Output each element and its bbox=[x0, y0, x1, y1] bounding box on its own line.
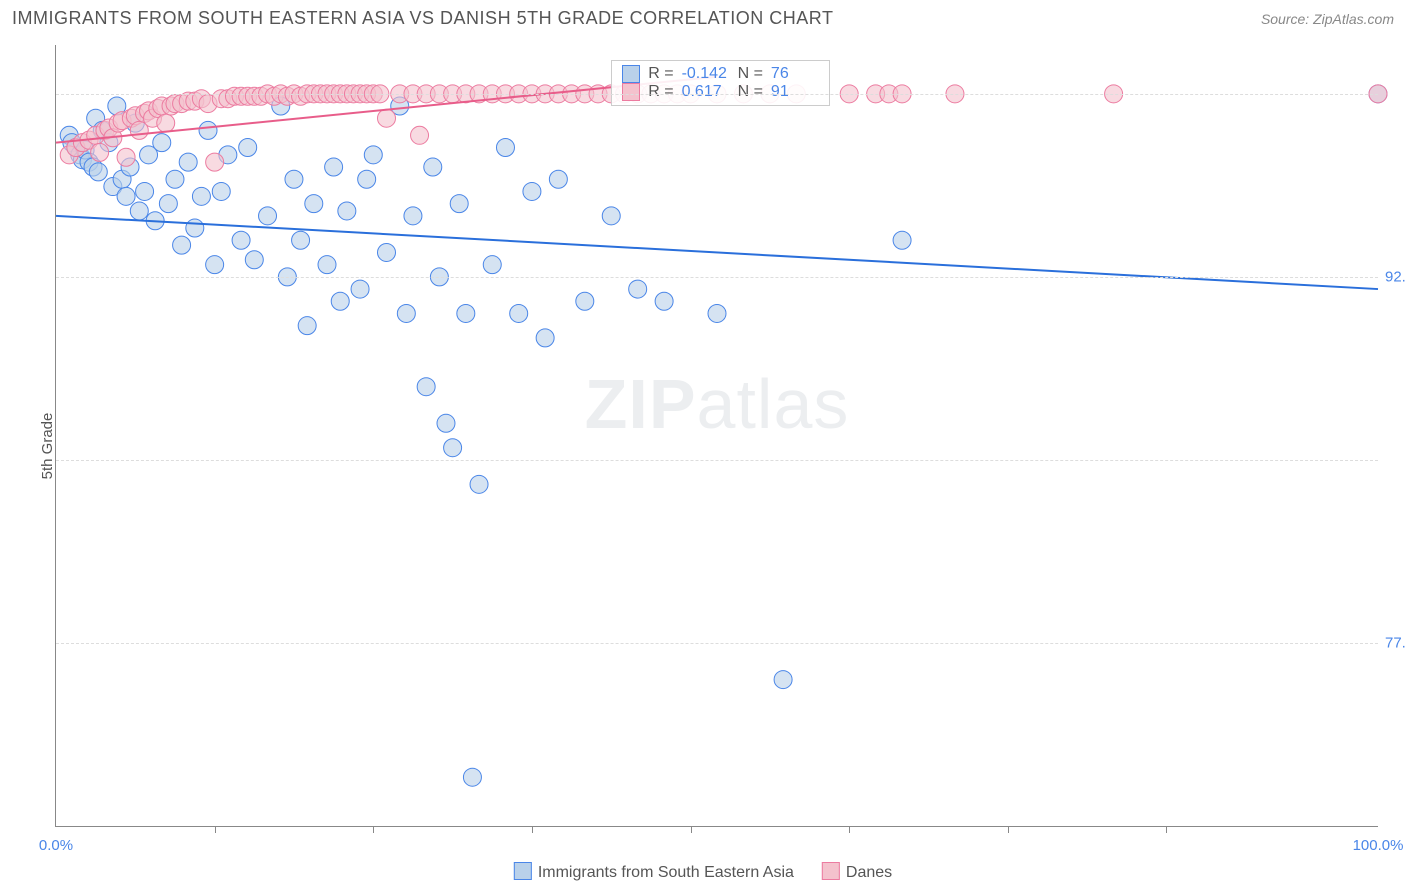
x-tick-label-max: 100.0% bbox=[1353, 837, 1404, 854]
x-tick bbox=[1008, 826, 1009, 833]
data-point-immigrants bbox=[130, 202, 148, 220]
data-point-immigrants bbox=[305, 195, 323, 213]
gridline bbox=[56, 460, 1378, 461]
data-point-danes bbox=[411, 126, 429, 144]
data-point-immigrants bbox=[199, 121, 217, 139]
stats-legend-box: R = -0.142 N = 76 R = 0.617 N = 91 bbox=[611, 60, 830, 106]
y-tick-label: 92.5% bbox=[1385, 268, 1406, 285]
data-point-immigrants bbox=[470, 475, 488, 493]
gridline bbox=[56, 277, 1378, 278]
legend-bottom: Immigrants from South Eastern Asia Danes bbox=[514, 862, 892, 882]
x-tick bbox=[215, 826, 216, 833]
data-point-immigrants bbox=[206, 256, 224, 274]
data-point-immigrants bbox=[708, 304, 726, 322]
gridline bbox=[56, 94, 1378, 95]
data-point-immigrants bbox=[483, 256, 501, 274]
y-tick-label: 77.5% bbox=[1385, 634, 1406, 651]
data-point-immigrants bbox=[259, 207, 277, 225]
data-point-immigrants bbox=[358, 170, 376, 188]
x-tick bbox=[373, 826, 374, 833]
data-point-danes bbox=[117, 148, 135, 166]
data-point-immigrants bbox=[173, 236, 191, 254]
data-point-immigrants bbox=[364, 146, 382, 164]
chart-title: IMMIGRANTS FROM SOUTH EASTERN ASIA VS DA… bbox=[12, 8, 833, 29]
data-point-immigrants bbox=[457, 304, 475, 322]
swatch-icon bbox=[822, 862, 840, 880]
data-point-immigrants bbox=[510, 304, 528, 322]
data-point-immigrants bbox=[437, 414, 455, 432]
data-point-immigrants bbox=[450, 195, 468, 213]
data-point-immigrants bbox=[523, 182, 541, 200]
data-point-immigrants bbox=[629, 280, 647, 298]
data-point-immigrants bbox=[576, 292, 594, 310]
data-point-immigrants bbox=[117, 187, 135, 205]
legend-item-danes: Danes bbox=[822, 862, 892, 882]
data-point-immigrants bbox=[655, 292, 673, 310]
data-point-immigrants bbox=[192, 187, 210, 205]
x-tick bbox=[691, 826, 692, 833]
data-point-immigrants bbox=[179, 153, 197, 171]
data-point-immigrants bbox=[351, 280, 369, 298]
x-tick bbox=[849, 826, 850, 833]
data-point-immigrants bbox=[285, 170, 303, 188]
data-point-immigrants bbox=[397, 304, 415, 322]
data-point-immigrants bbox=[602, 207, 620, 225]
data-point-immigrants bbox=[166, 170, 184, 188]
data-point-danes bbox=[206, 153, 224, 171]
y-axis-label: 5th Grade bbox=[39, 413, 56, 480]
data-point-immigrants bbox=[444, 439, 462, 457]
stats-row-immigrants: R = -0.142 N = 76 bbox=[622, 65, 819, 83]
data-point-immigrants bbox=[404, 207, 422, 225]
data-point-immigrants bbox=[89, 163, 107, 181]
x-tick bbox=[1166, 826, 1167, 833]
data-point-immigrants bbox=[325, 158, 343, 176]
data-point-immigrants bbox=[338, 202, 356, 220]
data-point-immigrants bbox=[417, 378, 435, 396]
data-point-immigrants bbox=[463, 768, 481, 786]
data-point-immigrants bbox=[893, 231, 911, 249]
source-label: Source: ZipAtlas.com bbox=[1261, 11, 1394, 27]
data-point-danes bbox=[91, 143, 109, 161]
data-point-immigrants bbox=[239, 139, 257, 157]
data-point-immigrants bbox=[153, 134, 171, 152]
swatch-icon bbox=[622, 65, 640, 83]
data-point-immigrants bbox=[136, 182, 154, 200]
swatch-icon bbox=[622, 83, 640, 101]
data-point-immigrants bbox=[536, 329, 554, 347]
data-point-immigrants bbox=[186, 219, 204, 237]
data-point-immigrants bbox=[292, 231, 310, 249]
stats-row-danes: R = 0.617 N = 91 bbox=[622, 83, 819, 101]
data-point-immigrants bbox=[774, 671, 792, 689]
data-point-immigrants bbox=[424, 158, 442, 176]
data-point-immigrants bbox=[245, 251, 263, 269]
data-point-danes bbox=[378, 109, 396, 127]
data-point-immigrants bbox=[318, 256, 336, 274]
data-point-immigrants bbox=[159, 195, 177, 213]
data-point-immigrants bbox=[378, 243, 396, 261]
legend-item-immigrants: Immigrants from South Eastern Asia bbox=[514, 862, 794, 882]
data-point-immigrants bbox=[232, 231, 250, 249]
data-point-immigrants bbox=[298, 317, 316, 335]
chart-plot-area: ZIPatlas R = -0.142 N = 76 R = 0.617 N =… bbox=[55, 45, 1378, 827]
data-point-danes bbox=[157, 114, 175, 132]
swatch-icon bbox=[514, 862, 532, 880]
x-tick bbox=[532, 826, 533, 833]
data-point-immigrants bbox=[549, 170, 567, 188]
gridline bbox=[56, 643, 1378, 644]
data-point-immigrants bbox=[331, 292, 349, 310]
x-tick-label-min: 0.0% bbox=[39, 837, 73, 854]
scatter-svg bbox=[56, 45, 1378, 826]
data-point-immigrants bbox=[212, 182, 230, 200]
data-point-immigrants bbox=[496, 139, 514, 157]
